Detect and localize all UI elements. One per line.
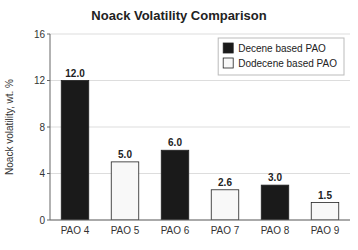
tick-label: 0 [39,215,45,226]
data-label: 2.6 [218,177,232,188]
tick-label: 8 [39,122,45,133]
legend-label: Dodecene based PAO [238,58,337,69]
bar [161,150,189,220]
legend-swatch [223,43,233,53]
tick-label: 4 [39,168,45,179]
grid-line [50,127,350,128]
grid-line [50,34,350,35]
bar [111,162,139,220]
legend-label: Decene based PAO [238,43,326,54]
data-label: 3.0 [268,172,282,183]
tick-label: PAO 4 [61,225,90,236]
tick-label: PAO 5 [111,225,140,236]
grid-line [50,173,350,174]
data-label: 12.0 [65,68,85,79]
bars [61,81,339,221]
legend-swatch [223,58,233,68]
x-axis-line [50,220,350,221]
bar [211,190,239,220]
chart-container: Noack Volatility Comparison 0 4 8 12 16 Noack … [0,0,358,250]
data-label: 6.0 [168,137,182,148]
data-label: 1.5 [318,190,332,201]
y-axis-line [50,34,51,220]
bar [61,81,89,221]
tick-label: 16 [34,29,46,40]
data-labels: 12.0 5.0 6.0 2.6 3.0 1.5 [65,68,332,201]
bar [311,203,339,220]
grid-line [50,80,350,81]
legend-box [218,38,344,75]
title: Noack Volatility Comparison [91,8,266,23]
chart-svg: Noack Volatility Comparison 0 4 8 12 16 Noack … [0,0,358,250]
grid-line [50,220,350,221]
bar [261,185,289,220]
data-label: 5.0 [118,149,132,160]
tick-label: PAO 7 [211,225,240,236]
tick-label: PAO 6 [161,225,190,236]
tick-label: PAO 9 [311,225,340,236]
grid [50,34,350,220]
tick-label: 12 [34,75,46,86]
legend: Decene based PAO Dodecene based PAO [218,38,344,75]
axis-label: Noack volatility, wt. % [4,79,15,175]
tick-label: PAO 8 [261,225,290,236]
